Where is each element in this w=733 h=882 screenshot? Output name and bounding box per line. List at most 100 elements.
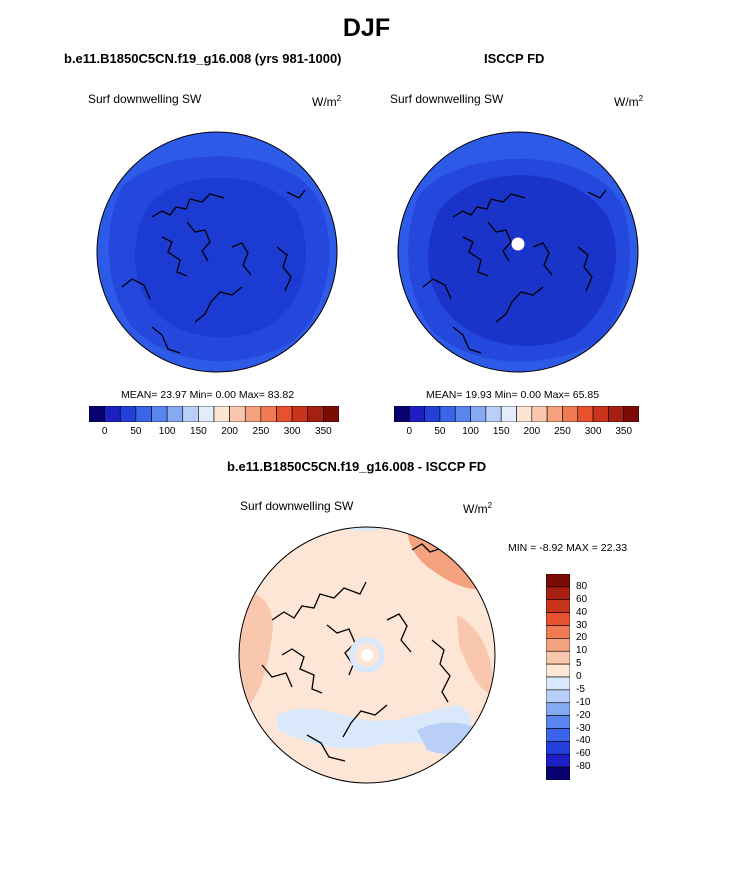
colorbar-tick-label: 300: [584, 426, 602, 437]
right-case-title: ISCCP FD: [484, 51, 545, 66]
colorbar-tick-label: 150: [492, 426, 510, 437]
colorbar-tick-label: 350: [315, 426, 332, 437]
colorbar-swatch: [276, 406, 293, 422]
colorbar-tick-label: 300: [283, 426, 301, 437]
colorbar-swatch: [135, 406, 152, 422]
colorbar-tick-label: 50: [434, 426, 446, 437]
colorbar-swatch: [291, 406, 309, 422]
left-units: W/m2: [312, 94, 342, 109]
colorbar-swatch: [439, 406, 456, 422]
colorbar-tick-label: 10: [576, 645, 588, 657]
diff-map-warm-east: [457, 615, 493, 695]
colorbar-swatch: [592, 406, 609, 422]
colorbar-swatch: [546, 612, 570, 626]
colorbar-tick-label: 50: [130, 426, 142, 437]
colorbar-swatch: [546, 766, 570, 780]
colorbar-tick-label: -60: [576, 748, 591, 760]
colorbar-swatch: [166, 406, 184, 422]
colorbar-swatch: [546, 574, 570, 588]
colorbar-swatch: [623, 406, 639, 422]
colorbar-swatch: [546, 689, 570, 704]
left-map-inner-zone: [134, 177, 306, 338]
diff-colorbar-ticks: 80 60 40 30 20 10 5 0 -5 -10 -20 -30 -40 -60 -80: [576, 574, 616, 780]
colorbar-swatch: [608, 406, 624, 422]
colorbar-swatch: [546, 625, 570, 639]
left-case-title: b.e11.B1850C5CN.f19_g16.008 (yrs 981-100…: [64, 51, 342, 66]
diff-polar-map: [238, 526, 496, 784]
colorbar-swatch: [323, 406, 339, 422]
colorbar-swatch: [531, 406, 548, 422]
colorbar-tick-label: -5: [576, 683, 585, 695]
colorbar-swatch: [577, 406, 594, 422]
colorbar-swatch: [546, 715, 570, 729]
diff-colorbar: [546, 574, 570, 780]
colorbar-swatch: [260, 406, 277, 422]
colorbar-tick-label: 0: [576, 671, 582, 682]
colorbar-tick-label: 200: [523, 426, 541, 437]
colorbar-swatch: [485, 406, 502, 422]
right-map-inner-zone: [428, 175, 616, 346]
left-coastlines: [121, 189, 306, 354]
colorbar-swatch: [244, 406, 262, 422]
diff-case-title: b.e11.B1850C5CN.f19_g16.008 - ISCCP FD: [227, 459, 487, 474]
colorbar-tick-label: 80: [576, 580, 588, 592]
colorbar-tick-label: 30: [576, 619, 588, 631]
colorbar-tick-label: 60: [576, 593, 588, 605]
colorbar-swatch: [546, 663, 570, 678]
left-stats: MEAN= 23.97 Min= 0.00 Max= 83.82: [121, 389, 295, 401]
right-coastlines: [422, 189, 607, 354]
colorbar-swatch: [546, 638, 570, 652]
colorbar-tick-label: 40: [576, 606, 588, 618]
right-colorbar: [394, 406, 639, 422]
colorbar-swatch: [307, 406, 324, 422]
colorbar-swatch: [198, 406, 215, 422]
page-title: DJF: [342, 14, 391, 42]
colorbar-tick-label: 0: [101, 426, 108, 437]
colorbar-swatch: [424, 406, 441, 422]
right-map-missing-pole: [511, 237, 525, 251]
colorbar-tick-label: -80: [576, 761, 591, 773]
colorbar-tick-label: -10: [576, 696, 591, 708]
left-colorbar: [89, 406, 339, 422]
colorbar-tick-label: 150: [190, 426, 207, 437]
colorbar-swatch: [213, 406, 230, 422]
colorbar-swatch: [470, 406, 487, 422]
colorbar-swatch: [89, 406, 105, 422]
colorbar-swatch: [104, 406, 121, 422]
colorbar-swatch: [409, 406, 425, 422]
left-polar-map: [96, 131, 338, 373]
colorbar-swatch: [546, 406, 563, 422]
colorbar-swatch: [119, 406, 137, 422]
colorbar-swatch: [151, 406, 168, 422]
right-polar-map: [397, 131, 639, 373]
colorbar-tick-label: -40: [576, 735, 591, 747]
colorbar-tick-label: 250: [252, 426, 270, 437]
colorbar-tick-label: 250: [554, 426, 571, 437]
colorbar-tick-label: 20: [576, 632, 588, 644]
colorbar-swatch: [229, 406, 246, 422]
colorbar-tick-label: -30: [576, 722, 591, 734]
colorbar-tick-label: -20: [576, 709, 591, 721]
colorbar-swatch: [546, 741, 570, 755]
colorbar-swatch: [394, 406, 410, 422]
right-variable-label: Surf downwelling SW: [390, 92, 504, 106]
left-variable-label: Surf downwelling SW: [88, 92, 202, 106]
colorbar-swatch: [500, 406, 517, 422]
colorbar-swatch: [546, 676, 570, 691]
colorbar-swatch: [516, 406, 533, 422]
colorbar-swatch: [546, 702, 570, 716]
colorbar-swatch: [546, 586, 570, 601]
colorbar-swatch: [546, 753, 570, 768]
colorbar-swatch: [546, 599, 570, 613]
diff-map-warm-west: [239, 592, 273, 715]
colorbar-tick-label: 5: [576, 658, 582, 670]
colorbar-swatch: [562, 406, 579, 422]
diff-units: W/m2: [463, 501, 493, 516]
diff-stats: MIN = -8.92 MAX = 22.33: [508, 542, 628, 554]
colorbar-tick-label: 200: [221, 426, 238, 437]
colorbar-swatch: [546, 650, 570, 665]
right-units: W/m2: [614, 94, 644, 109]
right-stats: MEAN= 19.93 Min= 0.00 Max= 65.85: [426, 389, 600, 401]
diff-variable-label: Surf downwelling SW: [240, 499, 354, 513]
colorbar-tick-label: 100: [462, 426, 479, 437]
